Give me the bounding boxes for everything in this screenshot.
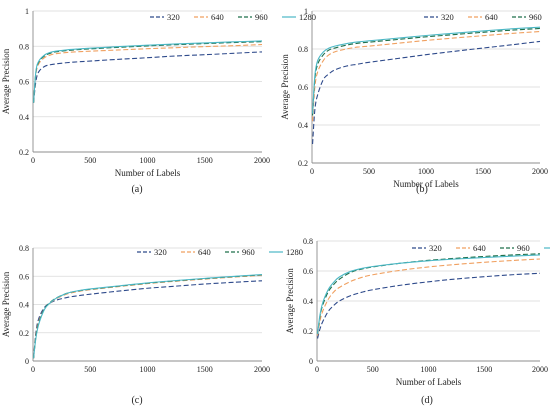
- x-tick-label: 1000: [140, 365, 156, 374]
- y-tick-label: 0: [309, 357, 313, 366]
- y-tick-label: 0.8: [19, 244, 29, 253]
- panel-c: 0 0.2 0.4 0.6 0.8 0 500 1000 1500 2000 Average Pre…: [1, 244, 303, 406]
- x-tick-label: 1000: [418, 167, 434, 176]
- y-tick-label: 0.2: [19, 329, 29, 338]
- y-tick-label: 0.8: [303, 237, 313, 246]
- x-tick-label: 500: [84, 156, 96, 165]
- x-tick-label: 2000: [532, 167, 548, 176]
- x-tick-label: 1500: [475, 167, 491, 176]
- panel-label: (b): [416, 184, 428, 195]
- y-tick-label: 0.8: [298, 45, 308, 54]
- x-tick-label: 1000: [421, 365, 437, 374]
- legend-label-320: 320: [441, 12, 454, 22]
- legend: 320 640 960 1280: [150, 12, 316, 22]
- legend-label-640: 640: [198, 247, 211, 257]
- y-tick-label: 0.6: [19, 272, 29, 281]
- series-line-960: [33, 41, 263, 103]
- x-tick-label: 0: [31, 156, 35, 165]
- series-line-640: [312, 30, 541, 122]
- series-line-640: [317, 258, 541, 336]
- y-tick-label: 0.6: [303, 267, 313, 276]
- panel-label: (d): [421, 395, 433, 406]
- legend-label-320: 320: [167, 12, 180, 22]
- series-line-1280: [312, 26, 541, 114]
- series-line-1280: [33, 274, 263, 359]
- legend-label-960: 960: [242, 247, 255, 257]
- legend-label-320: 320: [154, 247, 167, 257]
- x-tick-label: 2000: [254, 156, 270, 165]
- series-line-640: [33, 43, 263, 103]
- x-tick-label: 0: [310, 167, 314, 176]
- series-line-960: [312, 27, 541, 116]
- x-tick-label: 0: [315, 365, 319, 374]
- x-axis-title: Number of Labels: [396, 377, 462, 387]
- y-tick-label: 0.2: [303, 327, 313, 336]
- legend-label-640: 640: [211, 12, 224, 22]
- y-tick-label: 0: [25, 357, 29, 366]
- x-tick-label: 500: [367, 365, 379, 374]
- y-tick-label: 1: [304, 7, 308, 16]
- y-tick-label: 0.6: [19, 78, 29, 87]
- panel-label: (c): [131, 395, 142, 406]
- y-tick-label: 0.2: [298, 159, 308, 168]
- y-axis-title: Average Precision: [1, 48, 11, 114]
- series-line-320: [33, 51, 263, 103]
- legend-label-960: 960: [517, 243, 530, 253]
- legend-label-1280: 1280: [286, 247, 303, 257]
- x-tick-label: 500: [363, 167, 375, 176]
- y-axis-title: Average Precision: [285, 268, 295, 334]
- series-line-960: [317, 253, 541, 335]
- panel-a: 0.2 0.4 0.6 0.8 1 0 500 1000 1500 2000 Number of L…: [1, 7, 316, 195]
- y-axis-title: Average Precision: [1, 271, 11, 337]
- legend-label-640: 640: [485, 12, 498, 22]
- series-line-320: [317, 272, 541, 339]
- x-tick-label: 2000: [532, 365, 548, 374]
- x-tick-label: 1500: [197, 365, 213, 374]
- panel-label: (a): [131, 184, 142, 195]
- series-line-1280: [317, 254, 541, 335]
- series-line-960: [33, 274, 263, 359]
- x-tick-label: 0: [31, 365, 35, 374]
- x-axis-title: Number of Labels: [393, 179, 459, 189]
- panel-b: 0.2 0.4 0.6 0.8 1 0 500 1000 1500 2000 Number of L…: [280, 7, 548, 195]
- x-tick-label: 500: [84, 365, 96, 374]
- panel-d: 0 0.2 0.4 0.6 0.8 0 500 1000 1500 2000 Number of L…: [285, 237, 550, 406]
- legend-label-1280: 1280: [299, 12, 316, 22]
- y-tick-label: 0.4: [19, 301, 29, 310]
- legend-label-960: 960: [529, 12, 542, 22]
- y-tick-label: 1: [25, 7, 29, 16]
- legend-label-960: 960: [255, 12, 268, 22]
- x-tick-label: 1500: [197, 156, 213, 165]
- series-line-320: [312, 40, 541, 145]
- x-axis-title: Number of Labels: [115, 168, 181, 178]
- series-line-1280: [33, 40, 263, 103]
- y-tick-label: 0.4: [298, 121, 308, 130]
- x-tick-label: 1000: [140, 156, 156, 165]
- y-tick-label: 0.4: [303, 297, 313, 306]
- y-axis-title: Average Precision: [280, 54, 290, 120]
- y-tick-label: 0.6: [298, 83, 308, 92]
- legend: 320 640 960 1280: [137, 247, 303, 257]
- y-tick-label: 0.2: [19, 148, 29, 157]
- y-tick-label: 0.8: [19, 42, 29, 51]
- x-tick-label: 1500: [476, 365, 492, 374]
- series-line-320: [33, 280, 263, 359]
- legend-label-320: 320: [429, 243, 442, 253]
- y-tick-label: 0.4: [19, 113, 29, 122]
- x-tick-label: 2000: [254, 365, 270, 374]
- legend-label-640: 640: [473, 243, 486, 253]
